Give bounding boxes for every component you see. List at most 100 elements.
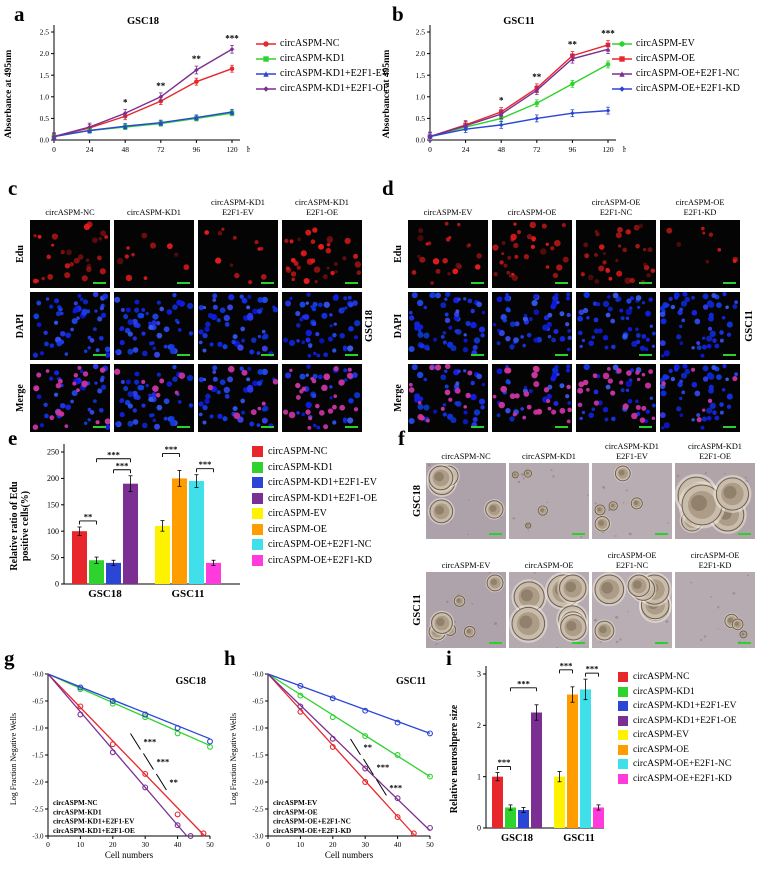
svg-text:***: *** — [560, 660, 573, 670]
panel-e-y-axis-label: Relative ratio of Edu positive cells(%) — [9, 481, 31, 571]
neurosphere-image — [675, 463, 755, 539]
edu-image — [576, 220, 656, 288]
legend-swatch — [618, 701, 628, 711]
legend-item: circASPM-KD1+E2F1-EV — [618, 701, 737, 711]
image-column-header: circASPM-KD1 — [127, 207, 181, 217]
svg-text:48: 48 — [497, 145, 505, 154]
panel-letter-c: c — [8, 176, 18, 200]
svg-text:circASPM-KD1+E2F1-OE: circASPM-KD1+E2F1-OE — [53, 827, 135, 835]
panel-d-cell-line-label: GSC11 — [744, 310, 755, 342]
legend-label: circASPM-OE+E2F1-KD — [636, 83, 740, 94]
neurosphere-image — [426, 572, 506, 648]
neurosphere-image — [592, 572, 672, 648]
panel-g-elda-plot: -0.0 -0.5 -1.0 -1.5 -2.0 -2.5 -3.00 10 20 30 40 50 C… — [32, 670, 214, 860]
svg-text:circASPM-OE+E2F1-KD: circASPM-OE+E2F1-KD — [273, 827, 351, 835]
svg-text:0: 0 — [46, 840, 50, 849]
legend-item: circASPM-KD1+E2F1-EV — [256, 68, 389, 79]
svg-text:2.5: 2.5 — [40, 28, 50, 37]
panel-i-y-axis-label: Relative neuroshpere size — [449, 704, 460, 814]
legend-item: circASPM-OE+E2F1-KD — [618, 773, 737, 784]
legend-marker — [612, 85, 632, 92]
svg-text:20: 20 — [329, 840, 337, 849]
legend-item: circASPM-NC — [618, 672, 737, 682]
panel-a-legend: circASPM-NC circASPM-KD1 circASPM-KD1+E2F1… — [256, 38, 389, 98]
svg-text:0.5: 0.5 — [416, 114, 426, 123]
legend-swatch — [252, 492, 263, 504]
legend-item: circASPM-OE — [612, 53, 740, 64]
merge-image — [282, 364, 362, 432]
legend-item: circASPM-NC — [252, 446, 377, 457]
legend-label: circASPM-NC — [280, 38, 340, 49]
merge-image — [114, 364, 194, 432]
svg-text:***: *** — [498, 757, 511, 767]
svg-text:-0.5: -0.5 — [32, 697, 44, 705]
svg-text:0.5: 0.5 — [40, 114, 50, 123]
svg-text:2.0: 2.0 — [416, 49, 426, 58]
legend-item: circASPM-KD1 — [618, 686, 737, 697]
legend-item: circASPM-OE+E2F1-NC — [618, 759, 737, 769]
svg-text:10: 10 — [77, 840, 85, 849]
svg-text:circASPM-OE: circASPM-OE — [273, 808, 318, 816]
neurosphere-image — [509, 463, 589, 539]
legend-label: circASPM-KD1+E2F1-OE — [633, 715, 737, 726]
image-column-header: circASPM-KD1 E2F1-OE — [688, 441, 742, 461]
svg-text:***: *** — [143, 737, 156, 747]
svg-text:0.0: 0.0 — [40, 136, 50, 145]
image-column-header: circASPM-OE E2F1-NC — [591, 197, 641, 217]
svg-text:24: 24 — [86, 145, 94, 154]
legend-marker — [256, 85, 276, 92]
svg-text:***: *** — [389, 782, 402, 792]
panel-i-legend: circASPM-NC circASPM-KD1 circASPM-KD1+E2F1… — [618, 672, 737, 788]
legend-swatch — [252, 554, 263, 566]
legend-label: circASPM-KD1 — [280, 53, 345, 64]
svg-text:0: 0 — [266, 840, 270, 849]
svg-text:1.5: 1.5 — [40, 71, 50, 80]
dapi-image — [408, 292, 488, 360]
panel-c-column-headers: circASPM-NC circASPM-KD1 circASPM-KD1 E2F1-… — [30, 190, 362, 218]
legend-swatch — [618, 672, 628, 682]
panel-d-column-headers: circASPM-EV circASPM-OE circASPM-OE E2F1-NC… — [408, 190, 740, 218]
legend-label: circASPM-KD1 — [268, 461, 333, 473]
svg-text:120: 120 — [226, 145, 238, 154]
svg-text:100: 100 — [47, 527, 59, 536]
svg-text:-0.5: -0.5 — [252, 697, 264, 705]
panel-letter-b: b — [392, 2, 404, 26]
panel-f-row1-image-grid — [426, 463, 755, 539]
legend-item: circASPM-OE+E2F1-KD — [252, 554, 377, 566]
svg-text:-1.0: -1.0 — [32, 724, 44, 732]
svg-text:0.0: 0.0 — [416, 136, 426, 145]
legend-swatch — [618, 759, 628, 769]
merge-image — [30, 364, 110, 432]
svg-text:GSC11: GSC11 — [503, 16, 535, 27]
panel-b-legend: circASPM-EV circASPM-OE circASPM-OE+E2F1-N… — [612, 38, 740, 98]
panel-f-row1-column-headers: circASPM-NC circASPM-KD1 circASPM-KD1 E2F1-… — [426, 434, 755, 462]
merge-image — [198, 364, 278, 432]
dapi-image — [198, 292, 278, 360]
svg-text:2: 2 — [477, 721, 481, 730]
svg-text:*: * — [499, 96, 504, 106]
image-column-header: circASPM-OE — [524, 560, 574, 570]
panel-d-row-label-dapi: DAPI — [393, 313, 404, 339]
svg-text:-2.0: -2.0 — [32, 778, 44, 786]
svg-text:-0.0: -0.0 — [252, 670, 264, 678]
dapi-image — [282, 292, 362, 360]
svg-text:1: 1 — [477, 772, 481, 781]
legend-item: circASPM-OE — [252, 523, 377, 535]
svg-text:-3.0: -3.0 — [32, 832, 44, 840]
panel-b-y-axis-label: Absorbance at 495nm — [382, 49, 392, 139]
svg-text:30: 30 — [141, 840, 149, 849]
panel-c-image-grid — [30, 220, 362, 432]
svg-text:***: *** — [116, 460, 129, 470]
image-column-header: circASPM-OE E2F1-KD — [675, 197, 725, 217]
svg-text:72: 72 — [533, 145, 541, 154]
legend-label: circASPM-OE+E2F1-NC — [633, 759, 732, 769]
legend-label: circASPM-KD1+E2F1-OE — [280, 83, 389, 94]
svg-text:GSC18: GSC18 — [501, 833, 533, 844]
neurosphere-image — [426, 463, 506, 539]
svg-text:3: 3 — [477, 670, 481, 679]
merge-image — [660, 364, 740, 432]
edu-image — [114, 220, 194, 288]
svg-text:***: *** — [199, 459, 212, 469]
neurosphere-image — [509, 572, 589, 648]
edu-image — [198, 220, 278, 288]
